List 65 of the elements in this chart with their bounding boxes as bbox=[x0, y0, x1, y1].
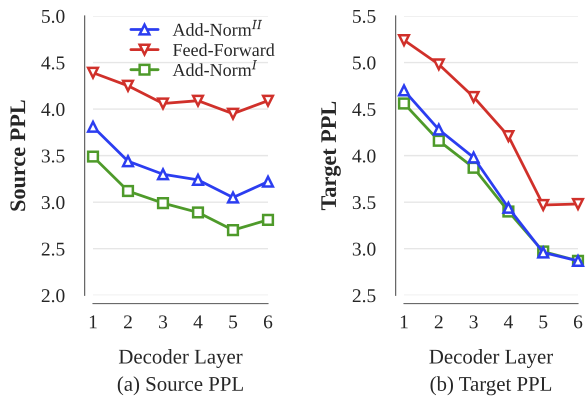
point bbox=[398, 34, 410, 46]
x-tick-label: 4 bbox=[194, 315, 203, 328]
x-tick-label: 2 bbox=[434, 315, 443, 328]
point bbox=[86, 150, 100, 163]
point bbox=[226, 191, 240, 204]
point bbox=[502, 202, 515, 214]
x-tick-label: 6 bbox=[574, 315, 582, 328]
point bbox=[156, 97, 170, 110]
x-tick-label: 5 bbox=[539, 316, 548, 328]
point bbox=[192, 174, 204, 186]
legend-label: Add-Norm$^{II}$ bbox=[172, 20, 262, 36]
x-tick-label: 3 bbox=[159, 315, 168, 328]
point bbox=[226, 224, 240, 236]
x-axis-title: Decoder Layer bbox=[429, 349, 553, 368]
point bbox=[467, 90, 480, 104]
y-tick-label: 3.5 bbox=[352, 196, 376, 210]
text: (a) Source PPL bbox=[118, 376, 243, 396]
y-tick-label: 3.0 bbox=[42, 196, 64, 210]
point bbox=[572, 198, 584, 210]
point bbox=[122, 155, 134, 168]
y-tick-label: 4.5 bbox=[41, 56, 64, 70]
x-tick-label: 1 bbox=[90, 315, 97, 328]
y-tick-label: 5.5 bbox=[353, 10, 376, 23]
y-tick-label: 4.0 bbox=[41, 102, 64, 116]
point bbox=[192, 206, 204, 219]
point bbox=[122, 80, 134, 92]
y-tick-label: 2.5 bbox=[352, 289, 376, 302]
x-tick-label: 3 bbox=[470, 315, 478, 328]
y-tick-label: 2.0 bbox=[42, 289, 64, 302]
point bbox=[398, 97, 410, 110]
point bbox=[86, 120, 100, 133]
point bbox=[537, 198, 550, 212]
x-tick-label: 2 bbox=[124, 315, 132, 328]
point bbox=[432, 123, 445, 136]
x-tick-label: 5 bbox=[229, 316, 238, 328]
x-tick-label: 6 bbox=[264, 315, 272, 328]
point bbox=[262, 214, 274, 226]
y-tick-label: 3.0 bbox=[352, 242, 376, 256]
point bbox=[262, 176, 274, 188]
y-tick-label: 4.5 bbox=[352, 103, 376, 116]
point bbox=[86, 66, 100, 79]
x-tick-label: 1 bbox=[400, 315, 408, 328]
point bbox=[122, 184, 134, 198]
y-tick-label: 5.0 bbox=[353, 56, 376, 70]
x-axis-title: Decoder Layer bbox=[118, 349, 242, 368]
y-tick-label: 3.5 bbox=[42, 149, 64, 163]
point bbox=[156, 168, 170, 180]
point bbox=[192, 94, 204, 107]
point bbox=[226, 108, 240, 120]
y-tick-label: 4.0 bbox=[352, 149, 376, 163]
legend-label: Add-Norm$^{I}$ bbox=[172, 60, 258, 76]
x-tick-label: 4 bbox=[504, 315, 513, 328]
y-axis-title: Target PPL bbox=[321, 102, 341, 210]
y-axis-title: Source PPL bbox=[10, 100, 26, 211]
y-tick-label: 2.5 bbox=[42, 242, 64, 256]
legend-label: Feed-Forward bbox=[173, 43, 275, 56]
point bbox=[432, 134, 445, 147]
point bbox=[398, 84, 410, 97]
point bbox=[156, 197, 170, 210]
point bbox=[432, 58, 445, 70]
point bbox=[502, 130, 515, 142]
point bbox=[262, 94, 274, 107]
y-tick-label: 5.0 bbox=[42, 10, 64, 23]
point bbox=[467, 151, 480, 164]
text: (b) Target PPL bbox=[430, 376, 552, 396]
